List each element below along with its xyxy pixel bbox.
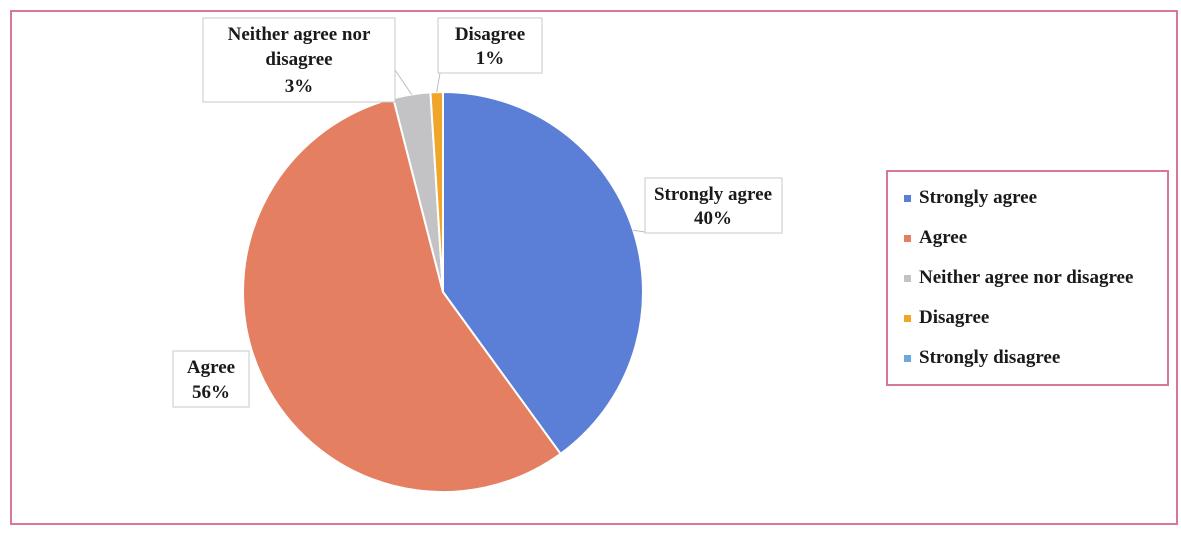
legend-item-agree: Agree — [904, 224, 967, 252]
callout-disagree-percent: 1% — [476, 48, 505, 69]
leader-line-disagree — [436, 72, 441, 93]
legend-swatch-agree — [904, 234, 911, 242]
legend-item-strongly-disagree: Strongly disagree — [904, 344, 1060, 372]
callout-disagree-label: Disagree — [455, 24, 525, 45]
legend-label-neither: Neither agree nor disagree — [919, 267, 1134, 288]
leader-line-strongly-agree — [633, 229, 646, 233]
callout-strongly-agree-label: Strongly agree — [654, 184, 772, 205]
callout-disagree: Disagree 1% — [437, 17, 543, 74]
legend-label-disagree: Disagree — [919, 307, 990, 328]
callout-neither-line-1: Neither agree nor — [228, 24, 371, 45]
legend-label-agree: Agree — [919, 227, 968, 248]
callout-neither-percent: 3% — [285, 76, 314, 97]
legend-item-strongly-agree: Strongly agree — [904, 184, 1037, 212]
callout-agree-label: Agree — [187, 357, 235, 378]
legend-swatch-neither — [904, 274, 911, 282]
legend-swatch-strongly-agree — [904, 194, 911, 202]
callout-agree-percent: 56% — [192, 382, 230, 403]
callout-neither-line-2: disagree — [265, 49, 332, 70]
pie-slice-strongly-agree — [442, 90, 644, 456]
leader-line-neither-agree-nor-disagree — [394, 69, 413, 95]
legend-swatch-disagree — [904, 314, 911, 322]
chart-legend: Strongly agree Agree Neither agree nor d… — [886, 170, 1169, 386]
legend-swatch-strongly-disagree — [904, 354, 911, 362]
callout-neither-label: Neither agree nor disagree — [228, 24, 371, 70]
callout-strongly-agree-percent: 40% — [694, 208, 732, 229]
leader-lines — [394, 69, 646, 233]
legend-label-strongly-disagree: Strongly disagree — [919, 347, 1061, 368]
pie-slice-agree — [242, 97, 562, 493]
callout-agree: Agree 56% — [172, 350, 250, 408]
legend-item-disagree: Disagree — [904, 304, 989, 332]
legend-item-neither: Neither agree nor disagree — [904, 264, 1133, 292]
legend-label-strongly-agree: Strongly agree — [919, 187, 1038, 208]
callout-strongly-agree: Strongly agree 40% — [644, 177, 783, 234]
callout-neither: Neither agree nor disagree 3% — [202, 17, 396, 103]
pie-slices — [242, 90, 644, 493]
